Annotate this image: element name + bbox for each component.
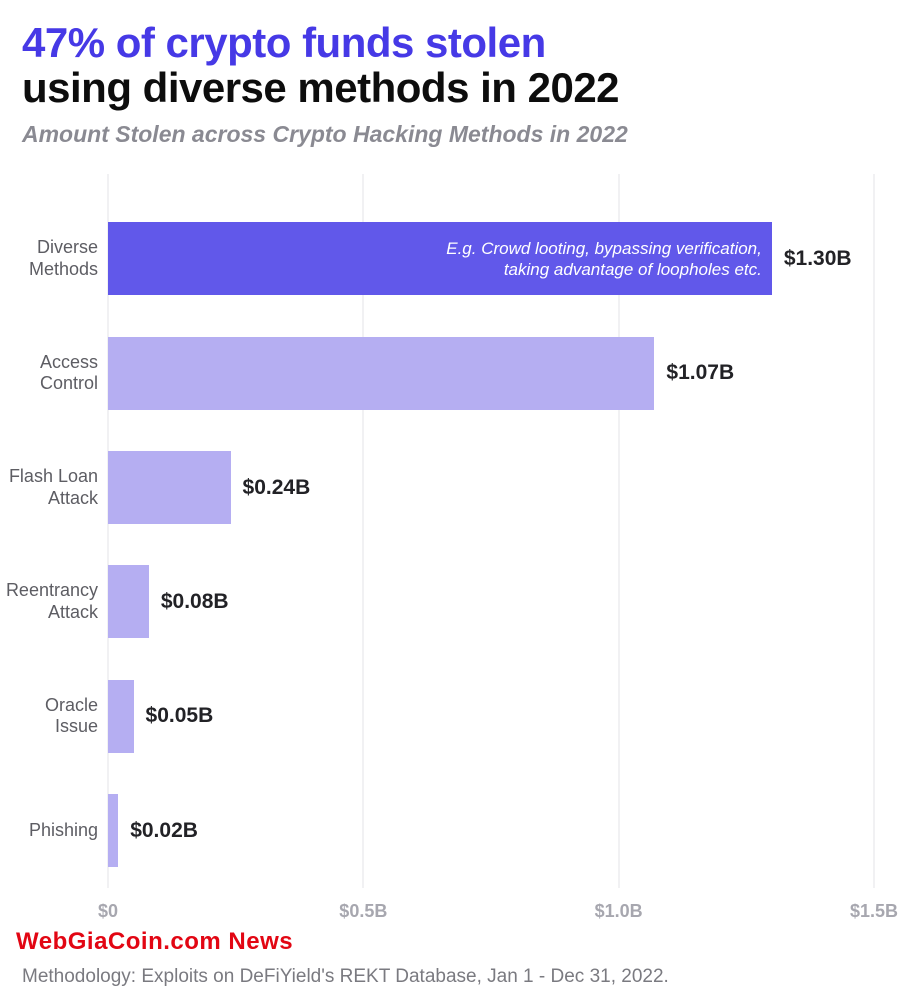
- chart-subtitle: Amount Stolen across Crypto Hacking Meth…: [22, 121, 882, 148]
- bar-row: Flash LoanAttack$0.24B: [108, 430, 874, 544]
- bar-row: DiverseMethods$1.30BE.g. Crowd looting, …: [108, 202, 874, 316]
- value-label: $0.24B: [231, 476, 311, 500]
- value-label: $0.05B: [134, 704, 214, 728]
- category-label: AccessControl: [4, 352, 108, 395]
- bar: $0.24B: [108, 451, 231, 524]
- bar-row: AccessControl$1.07B: [108, 316, 874, 430]
- bar: $1.07B: [108, 337, 654, 410]
- bar-row: Phishing$0.02B: [108, 773, 874, 887]
- bar-row: Oracle Issue$0.05B: [108, 659, 874, 773]
- category-label: DiverseMethods: [4, 237, 108, 280]
- value-label: $0.08B: [149, 590, 229, 614]
- x-tick-label: $1.0B: [595, 901, 643, 922]
- plot-area: DiverseMethods$1.30BE.g. Crowd looting, …: [108, 174, 874, 888]
- bar: $0.02B: [108, 794, 118, 867]
- bars-container: DiverseMethods$1.30BE.g. Crowd looting, …: [108, 202, 874, 888]
- bar: $0.08B: [108, 565, 149, 638]
- category-label: Flash LoanAttack: [4, 466, 108, 509]
- value-label: $1.07B: [654, 361, 734, 385]
- x-tick-label: $0: [98, 901, 118, 922]
- x-tick-label: $0.5B: [339, 901, 387, 922]
- x-tick-label: $1.5B: [850, 901, 898, 922]
- bar: $1.30BE.g. Crowd looting, bypassing veri…: [108, 222, 772, 295]
- bar-annotation: E.g. Crowd looting, bypassing verificati…: [446, 238, 762, 281]
- chart: DiverseMethods$1.30BE.g. Crowd looting, …: [22, 174, 882, 934]
- headline-line-2: using diverse methods in 2022: [22, 65, 882, 110]
- value-label: $1.30B: [772, 247, 852, 271]
- headline-line-1: 47% of crypto funds stolen: [22, 20, 882, 65]
- bar: $0.05B: [108, 680, 134, 753]
- category-label: ReentrancyAttack: [4, 580, 108, 623]
- bar-row: ReentrancyAttack$0.08B: [108, 545, 874, 659]
- value-label: $0.02B: [118, 819, 198, 843]
- watermark: WebGiaCoin.com News: [16, 928, 293, 956]
- category-label: Phishing: [4, 820, 108, 842]
- methodology-note: Methodology: Exploits on DeFiYield's REK…: [22, 966, 669, 988]
- category-label: Oracle Issue: [4, 695, 108, 738]
